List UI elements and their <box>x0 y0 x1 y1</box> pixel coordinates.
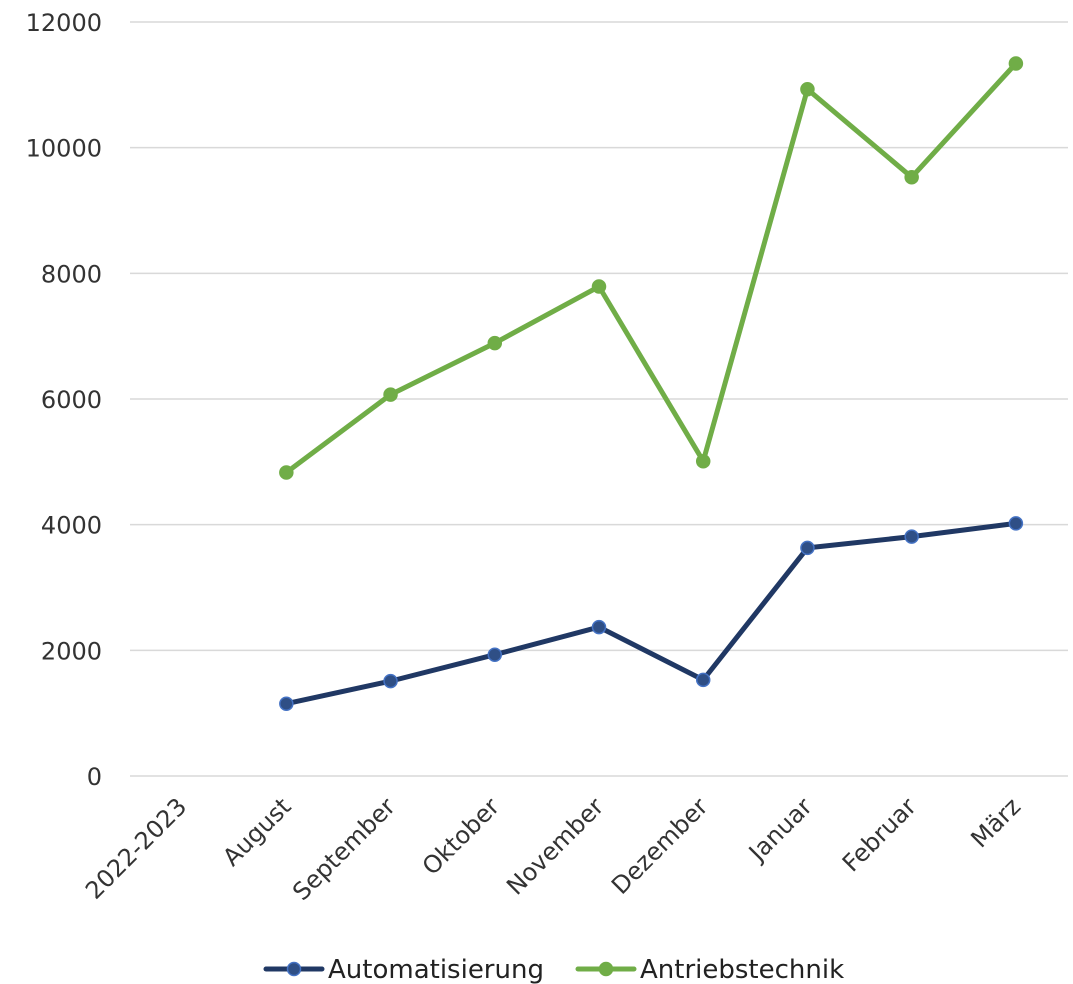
legend-label: Antriebstechnik <box>640 955 844 984</box>
x-tick-label: November <box>501 792 609 900</box>
data-point <box>695 672 711 688</box>
x-tick-label: Dezember <box>606 792 713 899</box>
legend-item-automatisierung[interactable]: Automatisierung <box>263 955 544 984</box>
y-tick-label: 8000 <box>41 260 102 288</box>
legend-swatch-marker <box>286 961 302 977</box>
x-tick-label: Februar <box>837 792 922 877</box>
data-point <box>1008 516 1024 531</box>
y-tick-label: 6000 <box>41 386 102 414</box>
data-point <box>279 465 294 480</box>
series-antriebstechnik <box>279 56 1024 480</box>
series-automatisierung <box>279 516 1024 711</box>
x-tick-label: März <box>965 792 1026 853</box>
x-tick-label: September <box>287 792 401 906</box>
y-tick-label: 0 <box>87 763 102 791</box>
series <box>279 56 1024 711</box>
data-point <box>487 647 503 662</box>
legend-label: Automatisierung <box>328 955 544 984</box>
data-point <box>383 673 398 689</box>
x-tick-label: Januar <box>742 792 818 868</box>
data-point <box>904 169 919 185</box>
x-tick-label: Oktober <box>417 792 505 880</box>
data-point <box>904 529 919 544</box>
data-point <box>591 279 607 294</box>
legend-item-antriebstechnik[interactable]: Antriebstechnik <box>575 955 844 984</box>
series-line <box>283 60 1019 476</box>
y-tick-label: 2000 <box>41 637 102 665</box>
legend[interactable]: Automatisierung Antriebstechnik <box>263 955 844 984</box>
data-point <box>1008 56 1024 71</box>
x-tick-label: 2022-2023 <box>80 792 192 904</box>
y-tick-label: 10000 <box>26 135 102 163</box>
y-axis-tick-labels: 0 2000 4000 6000 8000 10000 12000 <box>26 9 102 791</box>
y-tick-label: 12000 <box>26 9 102 37</box>
gridlines <box>130 21 1068 777</box>
data-point <box>695 453 711 469</box>
data-point <box>800 540 815 556</box>
data-point <box>800 81 815 97</box>
x-tick-label: August <box>217 792 296 871</box>
data-point <box>279 696 294 711</box>
legend-swatch-marker <box>598 961 614 977</box>
data-point <box>591 619 607 635</box>
series-line <box>283 520 1019 707</box>
data-point <box>487 335 503 351</box>
y-tick-label: 4000 <box>41 512 102 540</box>
data-point <box>383 387 398 402</box>
